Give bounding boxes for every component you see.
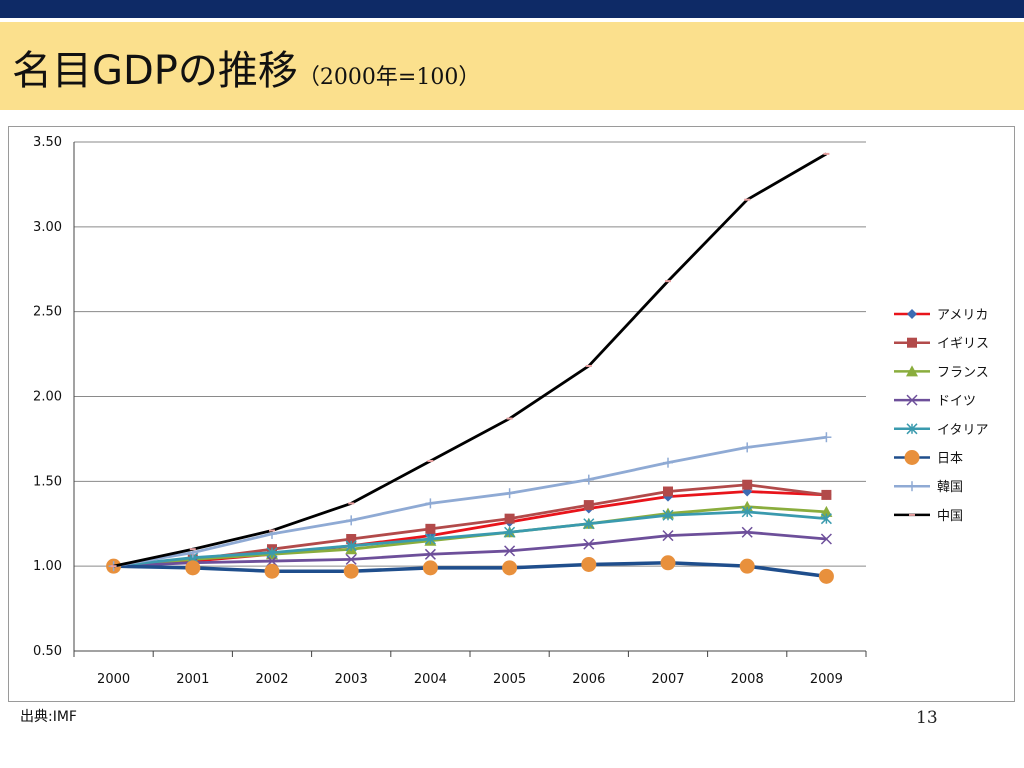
data-point	[346, 515, 357, 526]
data-point	[663, 457, 673, 468]
legend-marker	[907, 481, 917, 492]
data-point	[343, 563, 359, 579]
x-tick-label: 2008	[731, 672, 764, 687]
series-line	[113, 510, 827, 568]
title-banner	[0, 22, 1024, 110]
data-point	[581, 556, 597, 572]
legend-entry: イギリス	[894, 337, 989, 352]
y-tick-label: 1.50	[33, 474, 62, 489]
legend-label: 中国	[937, 509, 963, 524]
data-point	[266, 555, 278, 567]
data-point	[662, 509, 674, 521]
x-tick-label: 2005	[493, 672, 526, 687]
y-tick-label: 3.00	[33, 220, 62, 235]
slide-title-main: 名目GDPの推移	[12, 48, 298, 94]
legend-marker	[907, 309, 917, 319]
x-tick-label: 2003	[335, 672, 368, 687]
data-point	[821, 432, 832, 443]
chart-frame	[8, 126, 1015, 702]
series-line	[113, 530, 827, 568]
data-point	[502, 560, 518, 576]
data-point	[742, 442, 753, 453]
y-tick-label: 2.00	[33, 390, 62, 405]
legend-entry: ドイツ	[894, 394, 976, 409]
source-note: 出典:IMF	[20, 709, 77, 725]
data-point	[741, 506, 753, 518]
data-point	[425, 498, 436, 509]
data-point	[266, 547, 278, 559]
legend-label: アメリカ	[937, 308, 988, 323]
legend-entry: フランス	[894, 365, 989, 380]
x-tick-label: 2007	[651, 672, 684, 687]
data-point	[820, 533, 832, 545]
legend-marker	[907, 337, 917, 348]
legend-label: イタリア	[937, 423, 988, 438]
data-point	[345, 540, 357, 552]
legend-label: イギリス	[937, 337, 989, 352]
x-tick-label: 2000	[97, 672, 130, 687]
data-point	[583, 500, 594, 511]
slide-title-sub: （2000年=100）	[297, 65, 481, 90]
legend-marker	[906, 365, 918, 377]
data-point	[345, 553, 357, 565]
data-point	[663, 486, 673, 497]
legend-entry: イタリア	[894, 423, 988, 438]
data-point	[741, 526, 753, 538]
data-point	[424, 548, 436, 560]
series-line	[113, 561, 827, 579]
data-point	[739, 558, 755, 574]
x-tick-label: 2001	[176, 672, 209, 687]
legend-entry: 中国	[894, 509, 963, 524]
data-point	[660, 555, 676, 571]
data-point	[425, 523, 436, 534]
legend-entry: 韓国	[894, 480, 963, 495]
legend-marker	[906, 423, 918, 435]
legend-entry: 日本	[894, 450, 963, 467]
data-point	[504, 488, 515, 499]
page-number: 13	[916, 708, 938, 728]
legend-label: 韓国	[937, 480, 963, 495]
data-point	[818, 568, 834, 584]
series-line	[113, 435, 827, 568]
data-point	[504, 513, 515, 524]
x-tick-label: 2006	[572, 672, 605, 687]
data-point	[662, 530, 674, 542]
data-point	[742, 479, 753, 490]
data-point	[504, 545, 516, 557]
series-line	[113, 152, 828, 568]
series-circle	[106, 555, 834, 584]
y-tick-label: 0.50	[33, 644, 62, 659]
y-tick-label: 2.50	[33, 305, 62, 320]
data-point	[583, 474, 594, 485]
data-point	[583, 518, 595, 530]
y-tick-label: 1.00	[33, 559, 62, 574]
data-point	[264, 563, 280, 579]
series-dash	[110, 152, 830, 568]
data-point	[422, 560, 438, 576]
x-tick-label: 2004	[414, 672, 447, 687]
data-point	[820, 505, 833, 517]
slide-title: 名目GDPの推移（2000年=100）	[12, 38, 480, 96]
data-point	[583, 538, 595, 550]
x-tick-label: 2009	[810, 672, 843, 687]
legend-label: 日本	[937, 452, 963, 467]
data-point	[820, 513, 832, 525]
legend-entry: アメリカ	[894, 308, 988, 323]
top-accent-bar	[0, 0, 1024, 18]
data-point	[185, 560, 201, 576]
legend-marker	[904, 450, 920, 465]
legend-label: ドイツ	[937, 394, 976, 409]
x-tick-label: 2002	[255, 672, 288, 687]
legend-marker	[906, 394, 918, 406]
series-plus	[108, 432, 832, 572]
legend-label: フランス	[937, 365, 989, 380]
data-point	[504, 526, 516, 538]
data-point	[424, 533, 436, 545]
y-tick-label: 3.50	[33, 135, 62, 150]
data-point	[821, 489, 832, 500]
data-point	[346, 534, 357, 545]
